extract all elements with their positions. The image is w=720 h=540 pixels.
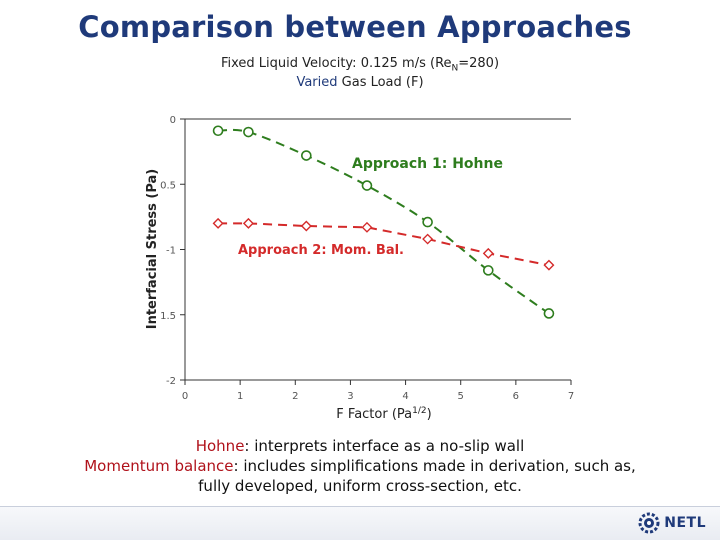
netl-logo: NETL [637,509,706,537]
y-tick-label: -2 [166,376,176,387]
y-tick-label: 0.5 [160,180,176,191]
x-axis-label-sup: 1/2 [412,406,426,416]
footer-divider [0,506,720,507]
note-momentum: Momentum balance: includes simplificatio… [0,456,720,476]
data-point-hohne [543,308,555,319]
y-tick-label: -1 [166,246,176,257]
data-point-hohne [212,125,224,137]
x-axis-label-close: ) [427,407,432,422]
data-point-mombal [242,217,254,229]
x-tick-label: 7 [568,391,574,402]
note-momentum-term: Momentum balance [84,457,234,475]
notes-block: Hohne: interprets interface as a no-slip… [0,436,720,496]
subtitle-line1-sub: N [451,63,459,74]
data-point-hohne [301,150,312,161]
y-tick-label: 0 [170,115,176,126]
x-tick-label: 0 [182,391,188,402]
data-point-hohne [243,126,254,138]
slide-title: Comparison between Approaches [78,10,632,44]
netl-gear-logo-icon [638,512,660,534]
data-point-mombal [422,233,434,245]
x-tick-label: 4 [402,391,408,402]
x-tick-label: 5 [458,391,464,402]
chart-series [212,125,555,319]
x-tick-label: 2 [292,391,298,402]
x-tick-label: 6 [513,391,519,402]
y-tick-label: 1.5 [160,311,176,322]
data-point-mombal [361,221,373,233]
data-point-mombal [543,259,555,271]
subtitle-gas-load-text: Gas Load (F) [337,75,424,90]
series-label-hohne: Approach 1: Hohne [352,156,503,172]
chart-axes: 0 1 2 3 4 5 6 7 0 0.5 -1 1.5 -2 [160,115,574,402]
x-tick-label: 3 [347,391,353,402]
note-momentum-cont: fully developed, uniform cross-section, … [198,477,522,495]
note-hohne-text: : interprets interface as a no-slip wall [244,437,525,455]
data-point-hohne [482,265,494,276]
subtitle-liquid-velocity: Fixed Liquid Velocity: 0.125 m/s (ReN=28… [0,56,720,74]
note-hohne-term: Hohne [195,437,245,455]
data-point-hohne [422,216,433,228]
subtitle-gas-load: Varied Gas Load (F) [0,75,720,90]
netl-logo-text: NETL [664,515,706,531]
series-label-mombal: Approach 2: Mom. Bal. [238,243,404,258]
data-point-hohne [361,180,373,191]
subtitle-varied-word: Varied [296,75,338,90]
x-tick-label: 1 [237,391,243,402]
data-point-mombal [212,217,224,229]
data-point-mombal [482,247,494,259]
note-momentum-text: : includes simplifications made in deriv… [233,457,636,475]
x-axis-label-text: F Factor (Pa [336,407,412,422]
interfacial-stress-chart: 0 1 2 3 4 5 6 7 0 0.5 -1 1.5 -2 F Factor (Pa1/2) Int… [145,115,574,422]
footer-bar [0,507,720,540]
subtitle-line1-prefix: Fixed Liquid Velocity: 0.125 m/s (Re [220,56,452,71]
subtitle-line1-suffix: =280) [458,56,500,71]
x-axis-label: F Factor (Pa1/2) [336,406,431,422]
data-point-mombal [300,220,312,232]
note-hohne: Hohne: interprets interface as a no-slip… [0,436,720,456]
y-axis-label: Interfacial Stress (Pa) [145,169,160,330]
